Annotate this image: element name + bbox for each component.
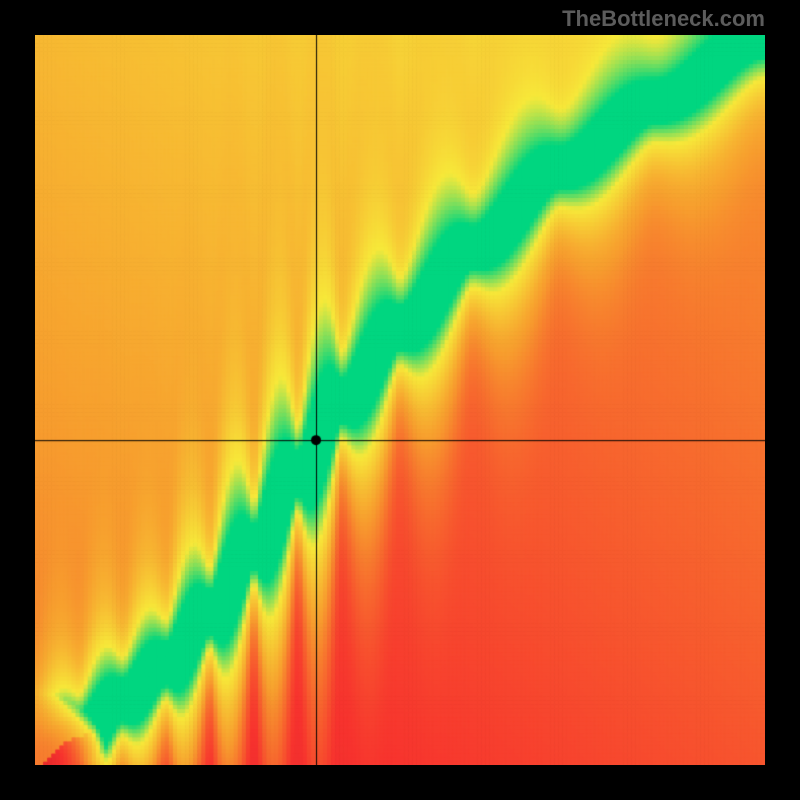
watermark-text: TheBottleneck.com [562,6,765,32]
bottleneck-heatmap [35,35,765,765]
chart-container: TheBottleneck.com [0,0,800,800]
